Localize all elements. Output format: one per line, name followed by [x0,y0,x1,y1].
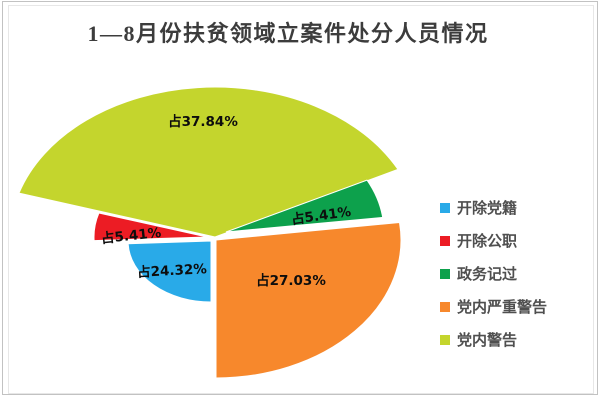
legend-label-public-office-dismissal: 开除公职 [457,234,518,250]
legend-label-serious-party-warning: 党内严重警告 [457,300,548,316]
legend-swatch-party-warning [440,334,450,345]
chart-title: 1—8月份扶贫领域立案件处分人员情况 [87,21,489,46]
slice-label-party-warning: 占37.84% [168,113,238,130]
legend-item-administrative-demerit[interactable]: 政务记过 [440,257,547,290]
legend-label-party-warning: 党内警告 [457,333,518,349]
legend-swatch-public-office-dismissal [440,235,450,246]
slice-label-public-office-dismissal: 占5.41% [100,224,162,247]
pie-slice-public-office-dismissal[interactable] [93,212,208,242]
legend-swatch-administrative-demerit [440,268,450,279]
legend-item-party-expulsion[interactable]: 开除党籍 [440,191,547,224]
slice-label-serious-party-warning: 占27.03% [256,272,326,289]
pie-slice-party-warning[interactable] [18,86,399,238]
pie-slice-administrative-demerit[interactable] [225,179,384,233]
legend-swatch-party-expulsion [440,202,450,213]
pie-slice-party-expulsion[interactable] [127,240,212,303]
legend-item-public-office-dismissal[interactable]: 开除公职 [440,224,547,257]
legend-item-party-warning[interactable]: 党内警告 [440,323,547,356]
pie-slice-serious-party-warning[interactable] [215,221,402,379]
legend-label-party-expulsion: 开除党籍 [457,201,518,217]
legend-swatch-serious-party-warning [440,301,450,312]
legend-item-serious-party-warning[interactable]: 党内严重警告 [440,290,547,323]
slice-label-party-expulsion: 占24.32% [137,260,208,281]
legend-label-administrative-demerit: 政务记过 [457,267,518,283]
legend: 开除党籍 开除公职 政务记过 党内严重警告 党内警告 [440,191,547,356]
